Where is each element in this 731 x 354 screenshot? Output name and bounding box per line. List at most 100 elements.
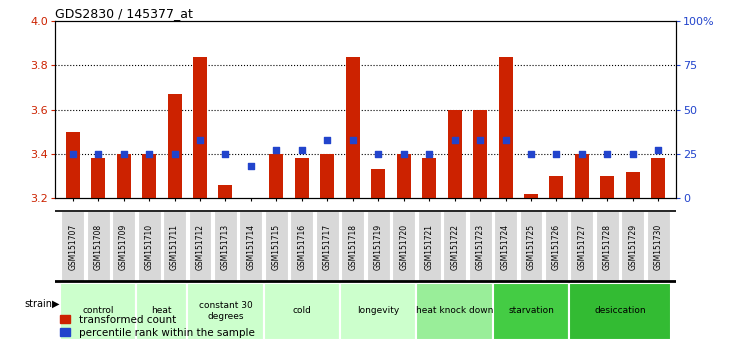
FancyBboxPatch shape — [647, 211, 670, 283]
Text: GSM151713: GSM151713 — [221, 224, 230, 270]
Point — [602, 151, 613, 157]
FancyBboxPatch shape — [494, 211, 517, 283]
Bar — [116, 154, 131, 198]
Point — [322, 137, 333, 143]
FancyBboxPatch shape — [189, 211, 211, 283]
FancyBboxPatch shape — [290, 211, 314, 283]
FancyBboxPatch shape — [340, 282, 417, 340]
Text: GSM151709: GSM151709 — [119, 224, 128, 270]
Bar — [371, 170, 385, 198]
FancyBboxPatch shape — [443, 211, 466, 283]
Bar — [447, 110, 462, 198]
Text: GSM151723: GSM151723 — [476, 224, 485, 270]
Text: heat: heat — [151, 307, 172, 315]
Point — [194, 137, 206, 143]
Point — [525, 151, 537, 157]
Bar — [295, 159, 308, 198]
Text: GSM151716: GSM151716 — [298, 224, 306, 270]
FancyBboxPatch shape — [61, 211, 84, 283]
Point — [347, 137, 359, 143]
Text: GSM151720: GSM151720 — [399, 224, 408, 270]
FancyBboxPatch shape — [264, 282, 340, 340]
Text: GSM151728: GSM151728 — [603, 224, 612, 270]
FancyBboxPatch shape — [520, 211, 542, 283]
Text: GDS2830 / 145377_at: GDS2830 / 145377_at — [55, 7, 193, 20]
Text: GSM151718: GSM151718 — [348, 224, 357, 270]
Text: GSM151725: GSM151725 — [526, 224, 536, 270]
Point — [627, 151, 639, 157]
Point — [423, 151, 435, 157]
Text: starvation: starvation — [508, 307, 554, 315]
FancyBboxPatch shape — [417, 282, 493, 340]
Text: GSM151721: GSM151721 — [425, 224, 433, 270]
FancyBboxPatch shape — [596, 211, 619, 283]
FancyBboxPatch shape — [545, 211, 568, 283]
Bar — [575, 154, 589, 198]
Text: constant 30
degrees: constant 30 degrees — [199, 301, 252, 321]
Text: GSM151726: GSM151726 — [552, 224, 561, 270]
Bar — [550, 176, 564, 198]
Bar — [269, 154, 284, 198]
Point — [270, 148, 282, 153]
Bar — [91, 159, 105, 198]
FancyBboxPatch shape — [493, 282, 569, 340]
FancyBboxPatch shape — [265, 211, 288, 283]
Text: GSM151712: GSM151712 — [195, 224, 205, 270]
FancyBboxPatch shape — [367, 211, 390, 283]
Bar — [423, 159, 436, 198]
Point — [92, 151, 104, 157]
FancyBboxPatch shape — [112, 211, 135, 283]
FancyBboxPatch shape — [393, 211, 415, 283]
FancyBboxPatch shape — [60, 282, 136, 340]
Bar — [397, 154, 411, 198]
Point — [67, 151, 78, 157]
Text: heat knock down: heat knock down — [416, 307, 493, 315]
Text: GSM151711: GSM151711 — [170, 224, 179, 270]
Bar — [66, 132, 80, 198]
Bar — [626, 172, 640, 198]
Text: GSM151708: GSM151708 — [94, 224, 102, 270]
FancyBboxPatch shape — [163, 211, 186, 283]
Text: GSM151729: GSM151729 — [629, 224, 637, 270]
Text: strain: strain — [25, 299, 53, 309]
Bar — [346, 57, 360, 198]
Point — [576, 151, 588, 157]
FancyBboxPatch shape — [187, 282, 264, 340]
Point — [500, 137, 512, 143]
Bar — [600, 176, 615, 198]
FancyBboxPatch shape — [87, 211, 110, 283]
FancyBboxPatch shape — [621, 211, 644, 283]
Point — [550, 151, 562, 157]
Bar — [167, 94, 181, 198]
Bar — [524, 194, 538, 198]
Point — [143, 151, 155, 157]
FancyBboxPatch shape — [214, 211, 237, 283]
Legend: transformed count, percentile rank within the sample: transformed count, percentile rank withi… — [60, 315, 254, 338]
FancyBboxPatch shape — [469, 211, 491, 283]
Text: longevity: longevity — [357, 307, 399, 315]
Text: desiccation: desiccation — [594, 307, 646, 315]
Text: GSM151724: GSM151724 — [501, 224, 510, 270]
Text: GSM151714: GSM151714 — [246, 224, 255, 270]
Text: GSM151727: GSM151727 — [577, 224, 586, 270]
FancyBboxPatch shape — [240, 211, 262, 283]
Bar — [499, 57, 512, 198]
Text: GSM151717: GSM151717 — [323, 224, 332, 270]
Text: ▶: ▶ — [51, 299, 59, 309]
Point — [653, 148, 664, 153]
Text: GSM151722: GSM151722 — [450, 224, 459, 270]
Bar — [651, 159, 665, 198]
Text: GSM151715: GSM151715 — [272, 224, 281, 270]
Bar — [473, 110, 487, 198]
Text: GSM151710: GSM151710 — [145, 224, 154, 270]
Point — [245, 164, 257, 169]
FancyBboxPatch shape — [136, 282, 187, 340]
FancyBboxPatch shape — [569, 282, 671, 340]
Point — [219, 151, 231, 157]
Text: GSM151719: GSM151719 — [374, 224, 383, 270]
Text: control: control — [83, 307, 114, 315]
Point — [118, 151, 129, 157]
Point — [449, 137, 461, 143]
FancyBboxPatch shape — [137, 211, 161, 283]
FancyBboxPatch shape — [316, 211, 338, 283]
